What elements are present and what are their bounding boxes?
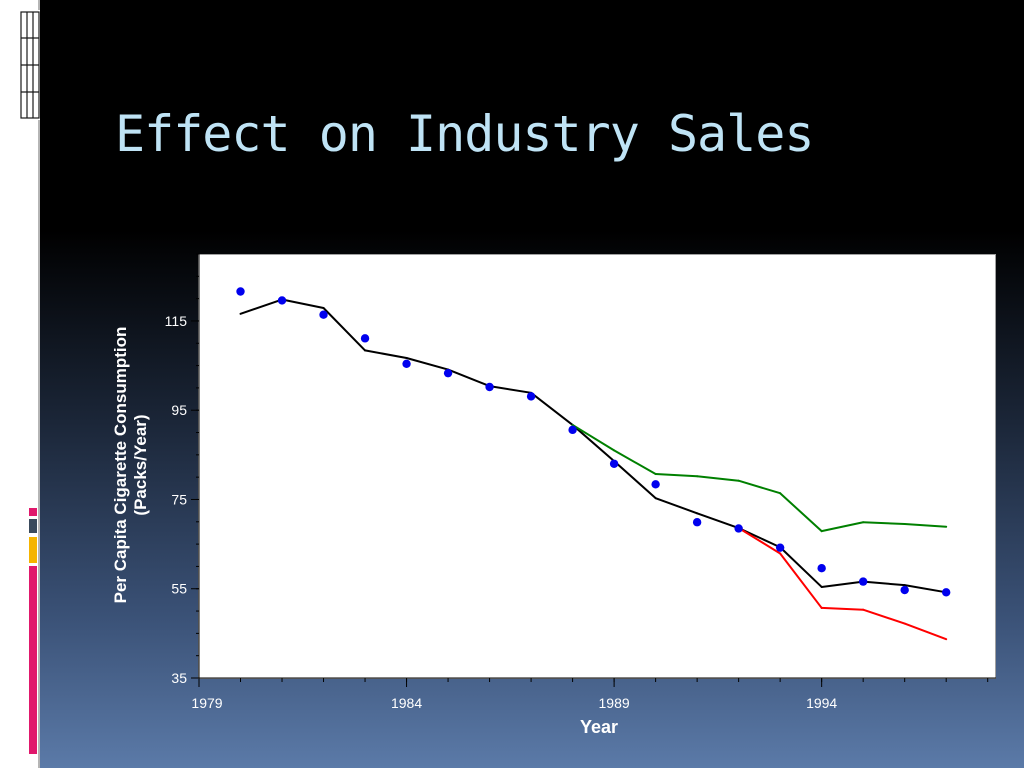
data-point xyxy=(526,392,536,401)
series-1-line-segment xyxy=(903,523,948,528)
series-2-line-segment xyxy=(862,608,906,625)
accent-bar-pink-long xyxy=(29,566,37,754)
slide-title: Effect on Industry Sales xyxy=(115,105,814,163)
data-point xyxy=(734,524,743,533)
data-point xyxy=(319,310,328,319)
x-tick-label: 1994 xyxy=(806,695,837,711)
series-0-line-segment xyxy=(779,546,823,588)
data-point xyxy=(775,543,785,552)
series-0-line-segment xyxy=(696,512,740,530)
series-0-line-segment xyxy=(488,385,533,394)
series-0-line-segment xyxy=(364,349,408,359)
series-0-line-segment xyxy=(405,356,450,371)
data-point xyxy=(817,564,826,573)
data-point xyxy=(858,577,868,586)
series-2-line-segment xyxy=(903,622,948,641)
series-0-line-segment xyxy=(281,298,325,310)
series-2-line-segment xyxy=(820,606,865,611)
series-2-line-segment xyxy=(737,527,782,555)
series-0-line-segment xyxy=(862,580,906,587)
data-point xyxy=(609,459,619,468)
data-point xyxy=(277,296,287,305)
y-tick-label: 75 xyxy=(171,491,187,507)
series-0-line-segment xyxy=(530,391,574,426)
x-tick-label: 1979 xyxy=(191,695,222,711)
accent-bar-slate xyxy=(29,519,37,533)
accent-bar-pink-small xyxy=(29,508,37,516)
series-1-line-segment xyxy=(737,479,782,495)
series-0-line-segment xyxy=(613,460,657,500)
data-point xyxy=(692,518,702,527)
y-tick-label: 115 xyxy=(165,313,188,329)
series-1-line-segment xyxy=(696,475,740,482)
series-0-line-segment xyxy=(820,580,865,588)
series-2-line-segment xyxy=(779,552,823,609)
accent-bar-yellow xyxy=(29,537,37,563)
series-1-line-segment xyxy=(779,492,823,533)
chart-plot-area xyxy=(198,254,996,679)
data-point xyxy=(402,359,411,368)
data-point xyxy=(485,382,494,392)
data-point xyxy=(941,588,951,597)
data-point xyxy=(236,287,245,296)
series-1-line-segment xyxy=(862,521,906,526)
series-0-line-segment xyxy=(903,584,948,594)
data-point xyxy=(443,368,453,378)
series-0-line-segment xyxy=(571,423,616,463)
series-0-line-segment xyxy=(447,368,491,388)
x-axis-label: Year xyxy=(580,717,618,737)
series-0-line-segment xyxy=(654,497,699,515)
strip-edge xyxy=(38,0,40,768)
y-tick-label: 35 xyxy=(171,670,187,686)
series-0-line-segment xyxy=(239,298,284,315)
series-1-line-segment xyxy=(613,449,657,476)
x-tick-label: 1984 xyxy=(391,695,422,711)
y-tick-label: 95 xyxy=(171,402,187,418)
x-tick-label: 1989 xyxy=(599,695,630,711)
y-tick-label: 55 xyxy=(171,581,187,597)
series-1-line-segment xyxy=(820,521,865,533)
series-1-line-segment xyxy=(571,423,616,452)
data-point xyxy=(900,585,909,595)
window-panes-icon xyxy=(20,10,40,120)
data-point xyxy=(568,425,577,435)
data-point xyxy=(360,334,370,343)
series-0-line-segment xyxy=(322,307,367,352)
series-1-line-segment xyxy=(654,473,699,478)
data-point xyxy=(651,480,660,489)
left-decor-strip xyxy=(0,0,40,768)
